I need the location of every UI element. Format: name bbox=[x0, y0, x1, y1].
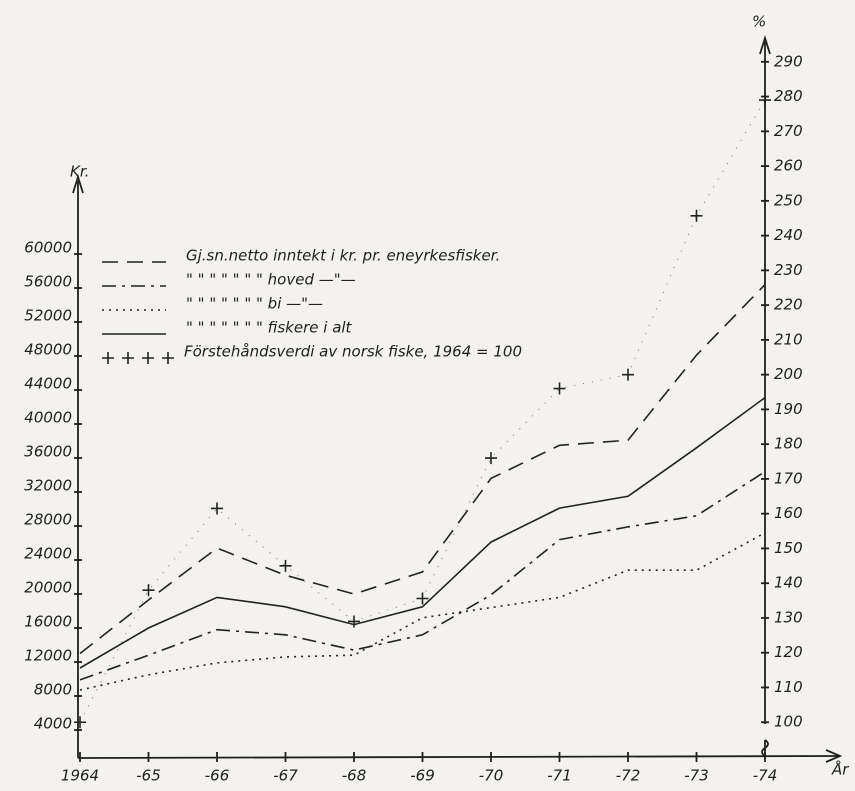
x-tick-label: -65 bbox=[136, 767, 161, 785]
plus-marker bbox=[279, 559, 292, 572]
y2-tick-label: 200 bbox=[774, 365, 803, 383]
x-tick-label: -72 bbox=[616, 767, 641, 785]
x-tick-label: -71 bbox=[547, 767, 572, 785]
y2-tick-label: 240 bbox=[774, 226, 803, 244]
series-line bbox=[79, 396, 766, 669]
series-line bbox=[79, 532, 766, 691]
plus-marker bbox=[348, 615, 360, 628]
x-tick-label: -67 bbox=[273, 767, 298, 785]
series-line bbox=[79, 284, 766, 655]
y2-tick-label: 290 bbox=[774, 52, 803, 70]
legend-label: " " " " " " " bi —"— bbox=[186, 295, 323, 313]
y-tick-label: 4000 bbox=[34, 715, 72, 733]
legend-symbol bbox=[142, 352, 154, 364]
plus-marker bbox=[211, 502, 223, 515]
y-tick-label: 40000 bbox=[24, 409, 72, 427]
y2-tick-label: 190 bbox=[774, 400, 803, 418]
y2-axis-arrow bbox=[759, 34, 771, 55]
y2-tick-label: 100 bbox=[774, 713, 803, 731]
y-axis-arrow bbox=[72, 173, 84, 194]
legend-symbol bbox=[122, 352, 134, 364]
y2-tick-label: 230 bbox=[774, 261, 803, 279]
legend-label: Gj.sn.netto inntekt i kr. pr. eneyrkesfi… bbox=[186, 247, 500, 265]
y2-tick-label: 170 bbox=[774, 469, 803, 487]
y-tick-label: 20000 bbox=[24, 579, 72, 597]
y-tick-label: 36000 bbox=[24, 443, 72, 461]
legend-label: Förstehåndsverdi av norsk fiske, 1964 = … bbox=[184, 343, 522, 361]
legend-label: " " " " " " " hoved —"— bbox=[186, 271, 356, 289]
legend-label: " " " " " " " fiskere i alt bbox=[186, 319, 353, 337]
y-tick-label: 60000 bbox=[24, 239, 72, 257]
y-tick-label: 16000 bbox=[24, 613, 72, 631]
x-tick-label: -68 bbox=[342, 767, 367, 785]
y2-tick-label: 160 bbox=[774, 504, 803, 522]
x-axis-arrow bbox=[825, 749, 843, 763]
y2-tick-label: 120 bbox=[774, 643, 803, 661]
y2-tick-label: 250 bbox=[774, 191, 803, 209]
y2-tick-label: 140 bbox=[774, 574, 803, 592]
x-tick-label: -66 bbox=[205, 767, 230, 785]
plus-marker bbox=[553, 382, 566, 395]
plus-marker bbox=[74, 716, 86, 729]
x-axis-label: År bbox=[831, 760, 849, 779]
y-tick-label: 32000 bbox=[24, 477, 72, 495]
legend-symbol bbox=[162, 352, 174, 364]
plus-marker bbox=[690, 209, 703, 222]
plus-marker bbox=[485, 452, 497, 465]
legend-symbol bbox=[102, 352, 114, 364]
y-tick-label: 12000 bbox=[24, 647, 72, 665]
series-line bbox=[79, 99, 766, 723]
y-axis-label: Kr. bbox=[70, 163, 89, 181]
y2-tick-label: 260 bbox=[774, 157, 803, 175]
y2-axis-break bbox=[761, 739, 769, 757]
y2-tick-label: 180 bbox=[774, 435, 803, 453]
y-tick-label: 28000 bbox=[24, 511, 72, 529]
plus-marker bbox=[416, 592, 429, 605]
y-tick-label: 48000 bbox=[24, 341, 72, 359]
y2-tick-label: 130 bbox=[774, 608, 803, 626]
x-tick-label: -70 bbox=[479, 767, 504, 785]
y-tick-label: 52000 bbox=[24, 307, 72, 325]
y2-tick-label: 270 bbox=[774, 122, 803, 140]
y-tick-label: 24000 bbox=[24, 545, 72, 563]
x-axis bbox=[77, 755, 841, 759]
y2-tick-label: 150 bbox=[774, 539, 803, 557]
y2-axis-label: % bbox=[752, 13, 766, 31]
y2-tick-label: 220 bbox=[774, 296, 803, 314]
x-tick-label: 1964 bbox=[61, 767, 99, 785]
x-tick-label: -74 bbox=[753, 767, 778, 785]
plus-marker bbox=[142, 584, 155, 597]
y2-tick-label: 210 bbox=[774, 330, 803, 348]
y-tick-label: 56000 bbox=[24, 273, 72, 291]
y-tick-label: 44000 bbox=[24, 375, 72, 393]
y2-tick-label: 280 bbox=[774, 87, 803, 105]
y-tick-label: 8000 bbox=[34, 681, 72, 699]
series-line bbox=[79, 470, 766, 681]
y2-tick-label: 110 bbox=[774, 678, 803, 696]
plus-marker bbox=[622, 368, 634, 381]
plus-marker bbox=[759, 94, 771, 107]
x-tick-label: -73 bbox=[684, 767, 709, 785]
x-tick-label: -69 bbox=[410, 767, 435, 785]
